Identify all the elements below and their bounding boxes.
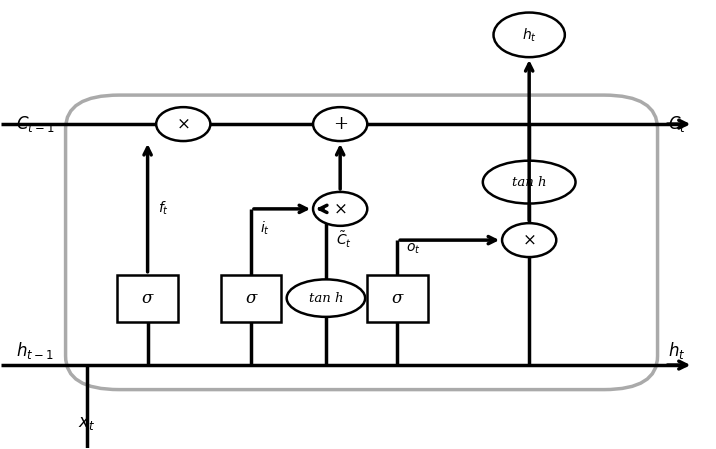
Text: $o_t$: $o_t$ (406, 241, 420, 255)
Text: +: + (333, 115, 348, 133)
Text: tan h: tan h (309, 292, 343, 304)
Circle shape (313, 107, 367, 141)
Text: $h_t$: $h_t$ (522, 26, 536, 44)
Text: $C_t$: $C_t$ (668, 114, 687, 134)
Text: σ: σ (246, 290, 257, 307)
Text: $i_t$: $i_t$ (260, 220, 269, 237)
Text: ×: × (176, 115, 190, 132)
Bar (221, 275, 281, 321)
Text: $h_{t-1}$: $h_{t-1}$ (16, 339, 54, 361)
Bar (367, 275, 427, 321)
Ellipse shape (286, 279, 365, 317)
Circle shape (313, 192, 367, 226)
Text: $h_t$: $h_t$ (668, 339, 686, 361)
Text: σ: σ (392, 290, 403, 307)
Circle shape (502, 223, 556, 257)
Text: tan h: tan h (512, 176, 546, 189)
Text: $C_{t-1}$: $C_{t-1}$ (16, 114, 54, 134)
Text: ×: × (333, 200, 347, 217)
Text: σ: σ (142, 290, 153, 307)
Text: $x_t$: $x_t$ (78, 415, 95, 432)
Text: $f_t$: $f_t$ (158, 199, 169, 216)
Ellipse shape (483, 161, 576, 203)
Text: $\tilde{C}_t$: $\tilde{C}_t$ (336, 230, 352, 251)
Circle shape (493, 13, 565, 57)
Circle shape (156, 107, 211, 141)
Text: ×: × (522, 232, 536, 249)
Bar (117, 275, 178, 321)
